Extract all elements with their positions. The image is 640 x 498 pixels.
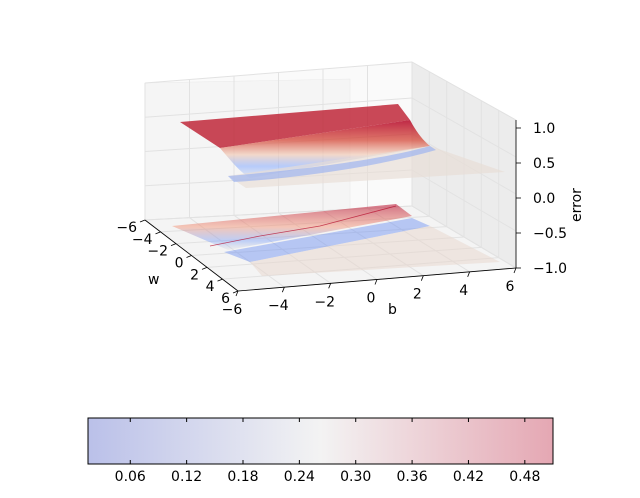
colorbar-tick-label: 0.48 — [509, 469, 540, 485]
b-ticks: −6 −4 −2 0 2 4 6 — [222, 267, 517, 318]
projection-cool-band — [224, 218, 430, 262]
w-tick-label: −6 — [116, 220, 137, 236]
w-tick-mark — [155, 231, 161, 235]
colorbar: 0.06 0.12 0.18 0.24 0.30 0.36 0.42 0.48 — [87, 417, 554, 485]
b-tick-label: 0 — [367, 291, 376, 307]
b-tick-label: −6 — [222, 302, 243, 318]
w-tick-mark — [232, 290, 239, 294]
grid-line-z — [144, 61, 413, 84]
z-tick-label: 0.0 — [533, 191, 555, 207]
colorbar-ticks: 0.06 0.12 0.18 0.24 0.30 0.36 0.42 0.48 — [115, 418, 540, 485]
surface-flat-floor — [228, 146, 505, 188]
z-tick-label: 1.0 — [533, 121, 555, 137]
b-tick-mark — [420, 275, 424, 281]
colorbar-gradient — [87, 417, 554, 465]
error-surface — [180, 104, 505, 188]
grid-line-z-wall — [411, 61, 517, 121]
b-tick-mark — [328, 283, 332, 289]
b-tick-label: 6 — [506, 279, 515, 295]
w-tick-label: 2 — [190, 267, 199, 283]
surface-plateau-warm — [180, 104, 410, 148]
w-tick-mark — [201, 266, 208, 270]
b-tick-mark — [374, 279, 378, 285]
colorbar-tick-label: 0.36 — [397, 469, 428, 485]
colorbar-tick-label: 0.24 — [284, 469, 315, 485]
grid-line-z-wall — [411, 169, 517, 232]
z-tick-label: −0.5 — [533, 226, 567, 242]
w-tick-label: 6 — [221, 291, 230, 307]
colorbar-tick-label: 0.30 — [340, 469, 371, 485]
w-tick-label: 4 — [206, 279, 215, 295]
b-tick-mark — [513, 267, 517, 274]
b-tick-mark — [467, 271, 471, 277]
w-axis-label: w — [148, 272, 159, 288]
w-tick-mark — [139, 219, 146, 223]
w-tick-label: −4 — [132, 232, 153, 248]
b-tick-label: 2 — [413, 287, 422, 303]
surface-slope — [220, 120, 430, 178]
b-tick-label: −4 — [268, 298, 289, 314]
z-tick-label: −1.0 — [533, 261, 567, 277]
colorbar-tick-label: 0.12 — [171, 469, 202, 485]
z-ticks: −1.0 −0.5 0.0 0.5 1.0 — [516, 121, 567, 277]
b-tick-label: 4 — [459, 283, 468, 299]
colorbar-tick-label: 0.18 — [227, 469, 258, 485]
b-tick-mark — [235, 290, 239, 297]
projection-contour-line — [209, 205, 397, 247]
z-tick-label: 0.5 — [533, 156, 555, 172]
contour-projection — [172, 204, 500, 276]
surface-cool-trough — [228, 146, 436, 182]
grid-line-z — [144, 97, 413, 118]
grid-line-z-wall — [411, 97, 517, 158]
w-tick-mark — [186, 255, 192, 258]
z-axis-label: error — [569, 188, 585, 222]
w-tick-label: 0 — [175, 256, 184, 272]
projection-warm-region — [172, 204, 412, 250]
b-tick-label: −2 — [314, 294, 335, 310]
w-tick-mark — [217, 278, 223, 282]
projection-light-region — [250, 226, 500, 276]
w-tick-label: −2 — [147, 244, 168, 260]
b-axis-label: b — [388, 302, 397, 318]
colorbar-tick-label: 0.42 — [453, 469, 484, 485]
b-tick-mark — [281, 287, 285, 293]
grid-line-z-wall — [411, 205, 517, 269]
w-tick-mark — [170, 243, 177, 247]
colorbar-tick-label: 0.06 — [115, 469, 146, 485]
